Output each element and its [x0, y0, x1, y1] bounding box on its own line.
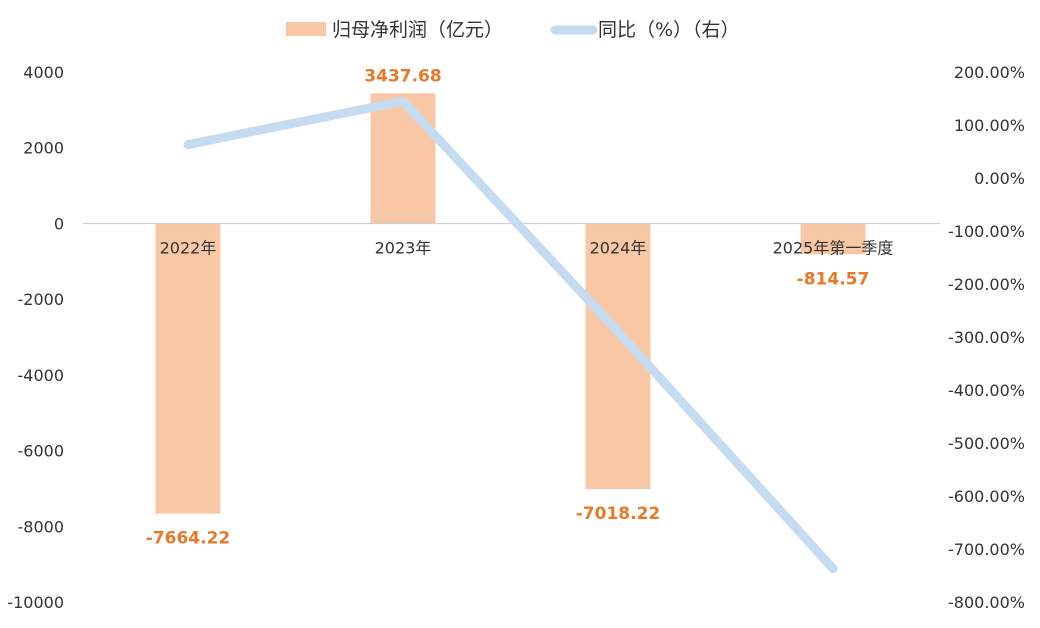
right-tick-label: 100.00% — [954, 116, 1025, 135]
data-label: -7664.22 — [146, 529, 231, 549]
right-tick-label: 0.00% — [974, 169, 1025, 188]
data-label: -814.57 — [797, 269, 870, 289]
category-label: 2023年 — [375, 238, 432, 257]
category-label: 2024年 — [590, 238, 647, 257]
legend-bar-label: 归母净利润（亿元） — [332, 19, 503, 41]
left-tick-label: 2000 — [23, 139, 64, 158]
left-axis: 4000 2000 0 -2000 -4000 -6000 -8000 -10000 — [7, 63, 64, 612]
data-label: 3437.68 — [364, 66, 441, 86]
data-labels: -7664.22 3437.68 -7018.22 -814.57 — [146, 66, 870, 548]
right-tick-label: -700.00% — [948, 540, 1025, 559]
category-label: 2025年第一季度 — [773, 238, 894, 257]
right-tick-label: -800.00% — [948, 593, 1025, 612]
right-tick-label: -300.00% — [948, 328, 1025, 347]
left-tick-label: 0 — [54, 214, 64, 233]
legend: 归母净利润（亿元） 同比（%）（右） — [286, 19, 740, 41]
bar — [370, 93, 436, 224]
line-point — [183, 140, 193, 150]
line-point — [828, 564, 838, 574]
right-tick-label: -600.00% — [948, 487, 1025, 506]
line-series — [183, 96, 838, 574]
left-tick-label: -6000 — [18, 442, 65, 461]
data-label: -7018.22 — [576, 504, 661, 524]
legend-bar-swatch — [286, 22, 326, 36]
left-tick-label: 4000 — [23, 63, 64, 82]
line-point — [398, 96, 408, 106]
right-tick-label: -100.00% — [948, 222, 1025, 241]
left-tick-label: -8000 — [18, 517, 65, 536]
legend-line-label: 同比（%）（右） — [598, 19, 740, 41]
bar-series — [155, 93, 866, 514]
category-label: 2022年 — [160, 238, 217, 257]
right-tick-label: 200.00% — [954, 63, 1025, 82]
right-tick-label: -500.00% — [948, 434, 1025, 453]
series-line — [183, 96, 838, 574]
bar — [155, 223, 221, 514]
left-tick-label: -2000 — [18, 290, 65, 309]
left-tick-label: -10000 — [7, 593, 64, 612]
bar — [800, 223, 866, 255]
line-point — [613, 327, 623, 337]
x-axis: 2022年 2023年 2024年 2025年第一季度 — [160, 238, 894, 257]
right-axis: 200.00% 100.00% 0.00% -100.00% -200.00% -300.… — [948, 63, 1025, 612]
left-tick-label: -4000 — [18, 366, 65, 385]
right-tick-label: -200.00% — [948, 275, 1025, 294]
right-tick-label: -400.00% — [948, 381, 1025, 400]
